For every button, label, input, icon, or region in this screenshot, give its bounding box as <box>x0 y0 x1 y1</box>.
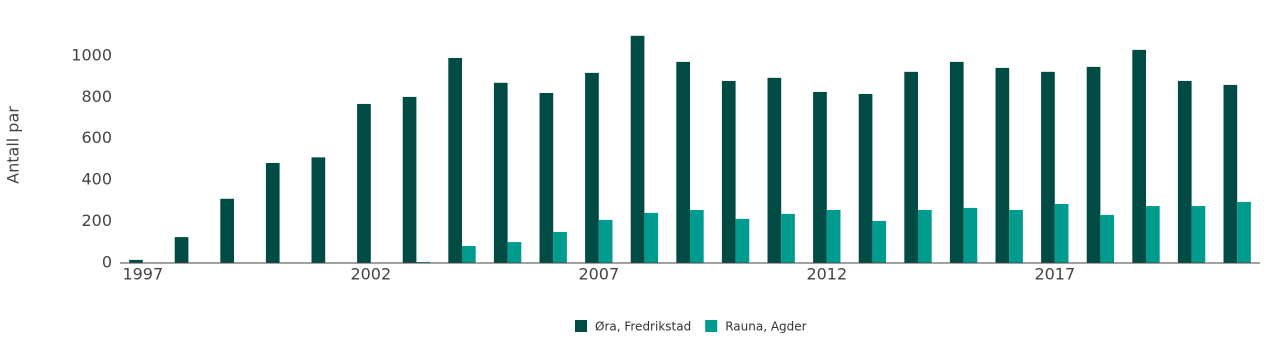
bar <box>1086 66 1101 263</box>
bar <box>1100 214 1115 263</box>
bar <box>918 209 932 263</box>
bar <box>129 259 143 263</box>
bar <box>539 92 554 263</box>
x-tick-label: 2017 <box>1034 265 1075 284</box>
bar <box>416 261 431 263</box>
bar <box>493 82 508 264</box>
y-tick-label: 0 <box>102 253 112 272</box>
bar <box>735 218 750 263</box>
bar <box>1146 206 1160 263</box>
legend-label: Rauna, Agder <box>725 320 806 334</box>
bar <box>462 246 476 263</box>
bar <box>553 231 567 263</box>
bar <box>1009 209 1023 263</box>
x-tick-label: 1997 <box>122 265 163 284</box>
bar <box>598 219 613 263</box>
bar <box>402 96 417 264</box>
bar <box>767 77 782 263</box>
y-tick-label: 200 <box>81 211 112 230</box>
bar <box>813 91 827 263</box>
bar <box>1054 203 1069 263</box>
bar <box>858 93 873 263</box>
bar <box>949 61 964 263</box>
bar <box>585 72 599 263</box>
y-axis-label: Antall par <box>4 106 23 184</box>
bar <box>311 157 326 263</box>
bar <box>174 237 189 263</box>
y-tick-label: 800 <box>81 87 112 106</box>
bar <box>826 209 841 263</box>
bar <box>1223 84 1238 263</box>
y-tick-label: 1000 <box>71 45 112 64</box>
bar <box>676 61 690 263</box>
legend-swatch <box>705 320 718 332</box>
bar <box>721 80 736 263</box>
bar <box>265 162 280 263</box>
bar <box>357 103 371 264</box>
x-tick-label: 2012 <box>806 265 847 284</box>
bar <box>1177 80 1192 263</box>
y-tick-label: 400 <box>81 170 112 189</box>
bar <box>507 242 522 263</box>
bar <box>904 71 918 263</box>
bar <box>872 220 887 263</box>
bar <box>1132 49 1146 264</box>
bar <box>1041 71 1055 263</box>
bar <box>963 207 978 263</box>
bar <box>781 213 795 263</box>
bar <box>220 198 234 263</box>
bar <box>1191 206 1206 263</box>
bar <box>630 35 645 264</box>
bar <box>448 57 462 264</box>
legend-label: Øra, Fredrikstad <box>595 320 691 334</box>
bar <box>690 209 704 263</box>
x-tick-label: 2007 <box>578 265 619 284</box>
legend-swatch <box>575 320 587 332</box>
bar <box>995 67 1010 263</box>
bar <box>1237 201 1251 263</box>
bar <box>644 212 659 263</box>
x-tick-label: 2002 <box>350 265 391 284</box>
y-tick-label: 600 <box>81 128 112 147</box>
